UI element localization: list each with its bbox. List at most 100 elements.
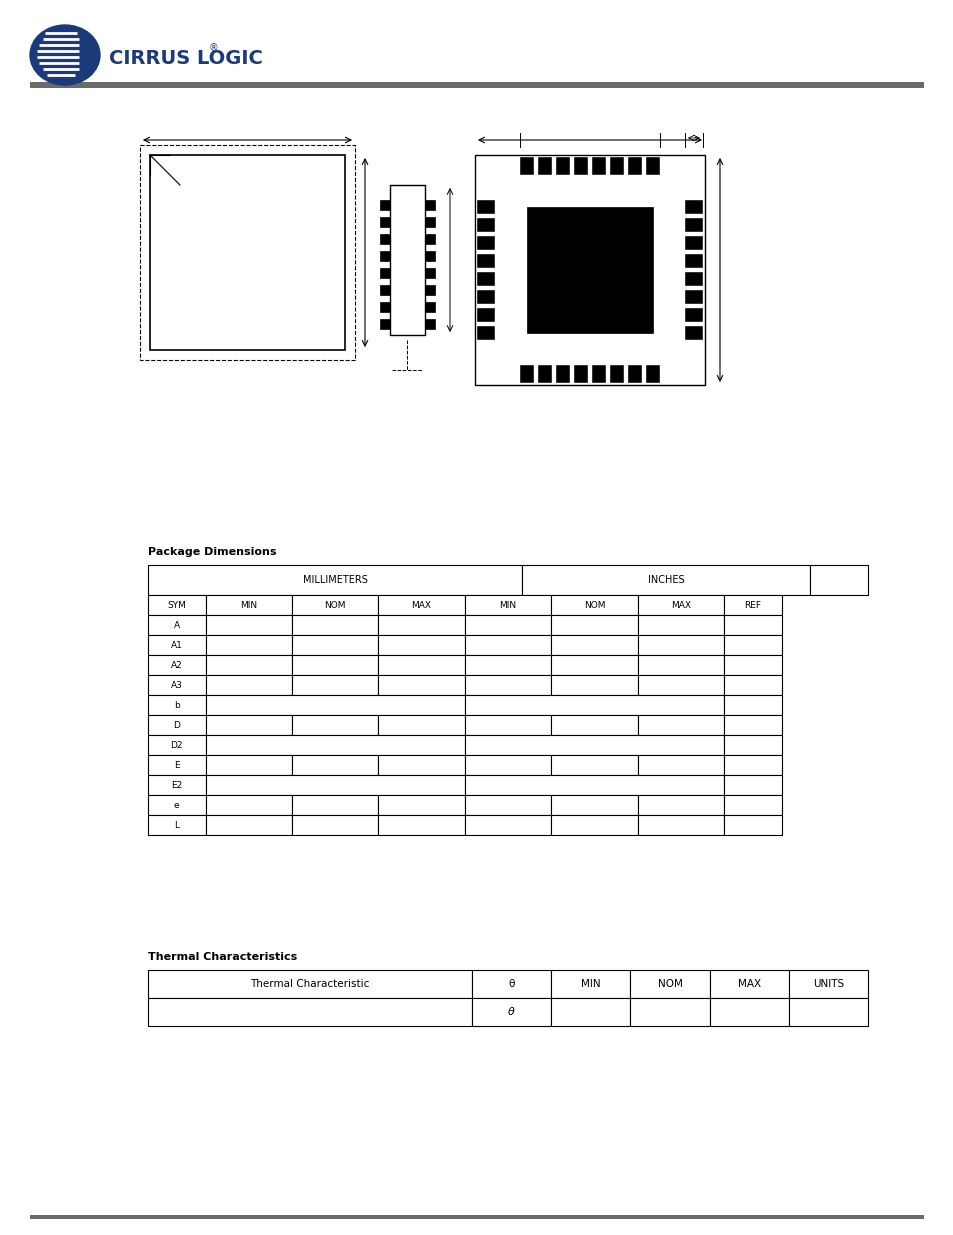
Bar — [551, 969, 630, 998]
Bar — [148, 815, 206, 835]
Bar — [551, 676, 637, 695]
Text: E: E — [173, 761, 179, 769]
Bar — [475, 156, 704, 385]
Bar — [476, 200, 495, 214]
Bar — [537, 366, 552, 383]
Bar — [709, 969, 788, 998]
Text: θ: θ — [508, 979, 515, 989]
Bar — [637, 795, 723, 815]
Bar — [379, 251, 390, 261]
Text: MIN: MIN — [240, 600, 257, 610]
Bar — [206, 755, 292, 776]
Bar — [637, 615, 723, 635]
Bar — [723, 755, 781, 776]
Bar — [551, 755, 637, 776]
Text: E2: E2 — [171, 781, 182, 789]
Bar — [684, 254, 702, 268]
Text: MAX: MAX — [411, 600, 431, 610]
Bar — [464, 815, 551, 835]
Bar — [723, 795, 781, 815]
Bar — [637, 635, 723, 655]
Bar — [476, 272, 495, 287]
Bar — [378, 715, 464, 735]
Text: REF: REF — [743, 600, 760, 610]
Bar — [551, 998, 630, 1026]
Bar — [378, 755, 464, 776]
Bar — [723, 635, 781, 655]
Bar — [206, 655, 292, 676]
Bar — [206, 795, 292, 815]
Bar — [709, 998, 788, 1026]
Bar — [723, 676, 781, 695]
Text: A3: A3 — [171, 680, 183, 689]
Text: D: D — [173, 720, 180, 730]
Bar — [592, 366, 605, 383]
Bar — [637, 755, 723, 776]
Bar — [637, 676, 723, 695]
Bar — [378, 676, 464, 695]
Bar — [723, 776, 781, 795]
Bar — [476, 308, 495, 322]
Bar — [464, 715, 551, 735]
Bar — [379, 319, 390, 329]
Bar — [292, 676, 378, 695]
Bar — [206, 615, 292, 635]
Bar — [464, 595, 551, 615]
Bar — [627, 366, 641, 383]
Bar — [206, 735, 464, 755]
Bar — [574, 157, 587, 175]
Bar — [476, 254, 495, 268]
Bar — [379, 233, 390, 245]
Bar — [464, 655, 551, 676]
Bar — [551, 635, 637, 655]
Bar — [522, 564, 809, 595]
Bar — [379, 303, 390, 312]
Bar — [684, 290, 702, 304]
Bar — [472, 998, 551, 1026]
Bar — [476, 326, 495, 340]
Bar — [723, 695, 781, 715]
Bar — [723, 815, 781, 835]
Bar — [292, 595, 378, 615]
Bar — [148, 795, 206, 815]
Text: A: A — [173, 620, 180, 630]
Bar — [424, 217, 435, 227]
Bar — [148, 635, 206, 655]
Bar — [424, 233, 435, 245]
Text: θ: θ — [508, 1007, 515, 1016]
Bar — [464, 615, 551, 635]
Bar — [645, 366, 659, 383]
Bar — [206, 635, 292, 655]
Bar — [684, 200, 702, 214]
Bar — [206, 815, 292, 835]
Bar — [464, 735, 723, 755]
Bar — [476, 290, 495, 304]
Bar — [148, 776, 206, 795]
Text: CIRRUS LOGIC: CIRRUS LOGIC — [109, 48, 263, 68]
Bar — [551, 795, 637, 815]
Text: L: L — [174, 820, 179, 830]
Text: e: e — [173, 800, 179, 809]
Bar — [684, 219, 702, 232]
Text: Package Dimensions: Package Dimensions — [148, 547, 276, 557]
Bar — [292, 635, 378, 655]
Bar — [637, 655, 723, 676]
Bar — [378, 595, 464, 615]
Text: MIN: MIN — [580, 979, 600, 989]
Bar — [292, 715, 378, 735]
Bar — [472, 969, 551, 998]
Bar — [206, 776, 464, 795]
Bar — [684, 308, 702, 322]
Text: A1: A1 — [171, 641, 183, 650]
Bar — [150, 156, 345, 350]
Bar — [526, 207, 652, 333]
Text: ®: ® — [209, 43, 218, 53]
Bar — [148, 676, 206, 695]
Bar — [424, 303, 435, 312]
Bar — [476, 219, 495, 232]
Bar — [148, 735, 206, 755]
Bar — [551, 655, 637, 676]
Ellipse shape — [30, 25, 100, 85]
Bar — [206, 695, 464, 715]
Bar — [148, 755, 206, 776]
